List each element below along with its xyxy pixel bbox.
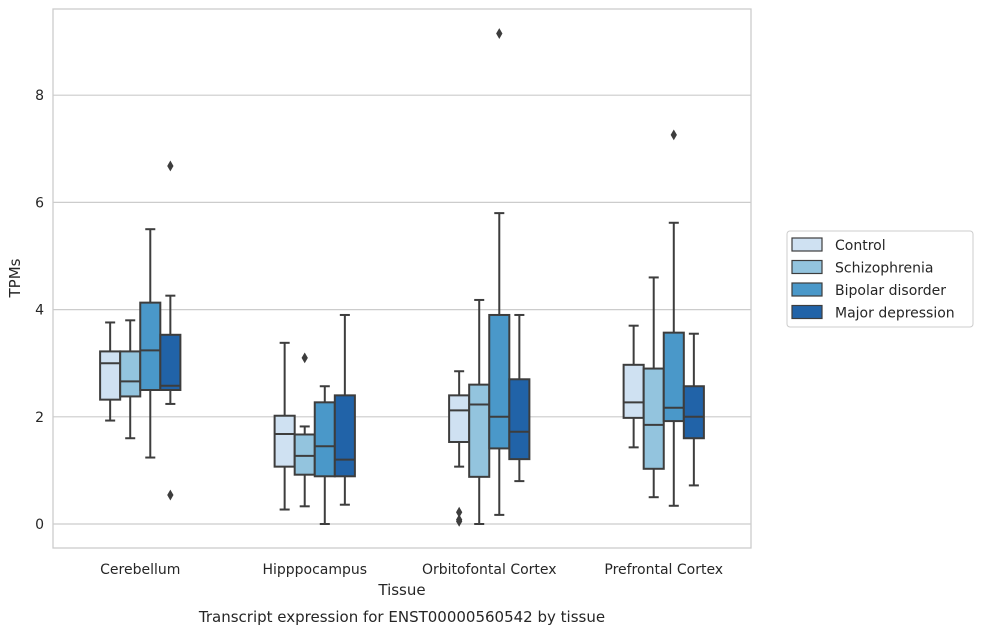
y-tick-label: 2	[35, 410, 44, 426]
x-tick-label: Prefrontal Cortex	[604, 562, 723, 578]
x-tick-label: Hipppocampus	[262, 562, 367, 578]
legend-frame	[786, 230, 974, 328]
y-tick-label: 8	[35, 88, 44, 104]
box-bipolar-disorder	[662, 129, 685, 507]
box-major-depression	[159, 160, 182, 501]
box-control	[273, 341, 296, 511]
outlier-point	[167, 489, 174, 501]
box-bipolar-disorder	[488, 28, 511, 516]
box-iqr	[293, 433, 316, 476]
chart-caption: Transcript expression for ENST0000056054…	[198, 608, 605, 626]
box-bipolar-disorder	[139, 228, 162, 459]
x-axis-label: Tissue	[377, 581, 425, 599]
box-iqr	[313, 401, 336, 478]
x-tick-label: Cerebellum	[100, 562, 180, 578]
box-major-depression	[333, 313, 356, 506]
box-iqr	[662, 331, 685, 423]
box-iqr	[642, 367, 665, 470]
box-major-depression	[508, 313, 531, 483]
legend: Control Schizophrenia Bipolar disorder Majo…	[786, 230, 974, 328]
box-control	[99, 321, 122, 422]
outlier-point	[301, 352, 308, 364]
box-iqr	[622, 363, 645, 419]
box-iqr	[682, 385, 705, 440]
box-iqr	[468, 383, 491, 478]
outlier-point	[670, 129, 677, 141]
y-tick-label: 6	[35, 195, 44, 211]
box-iqr	[273, 414, 296, 468]
x-tick-labels: Cerebellum Hipppocampus Orbitofontal Corte…	[100, 562, 723, 578]
outlier-point	[496, 28, 503, 39]
box-major-depression	[682, 332, 705, 487]
box-iqr	[448, 394, 471, 443]
box-schizophrenia	[119, 319, 142, 440]
legend-label: Major depression	[835, 306, 955, 322]
y-tick-label: 4	[35, 303, 44, 319]
legend-swatch	[791, 259, 823, 275]
box-iqr	[333, 394, 356, 478]
y-axis-label: TPMs	[6, 258, 24, 298]
plot-frame	[52, 8, 752, 549]
y-gridlines	[53, 94, 751, 525]
box-iqr	[488, 313, 511, 450]
outlier-point	[455, 506, 463, 518]
legend-label: Bipolar disorder	[835, 283, 946, 299]
box-iqr	[119, 350, 142, 398]
plot-area	[53, 9, 751, 548]
legend-swatch	[791, 282, 823, 297]
outlier-point	[167, 160, 174, 172]
outlier-point	[455, 514, 463, 526]
legend-swatch	[791, 304, 823, 320]
y-tick-labels: 0 2 4 6 8	[35, 88, 44, 533]
box-iqr	[508, 378, 531, 461]
legend-label: Schizophrenia	[835, 261, 933, 277]
box-iqr	[139, 301, 162, 391]
box-bipolar-disorder	[313, 385, 336, 525]
box-series	[99, 28, 705, 527]
legend-label: Control	[835, 238, 886, 254]
legend-swatch	[791, 237, 823, 252]
box-iqr	[99, 350, 122, 401]
box-schizophrenia	[468, 298, 491, 525]
box-schizophrenia	[642, 276, 665, 499]
box-iqr	[159, 333, 182, 391]
x-tick-label: Orbitofontal Cortex	[422, 562, 557, 578]
y-tick-label: 0	[35, 517, 44, 533]
